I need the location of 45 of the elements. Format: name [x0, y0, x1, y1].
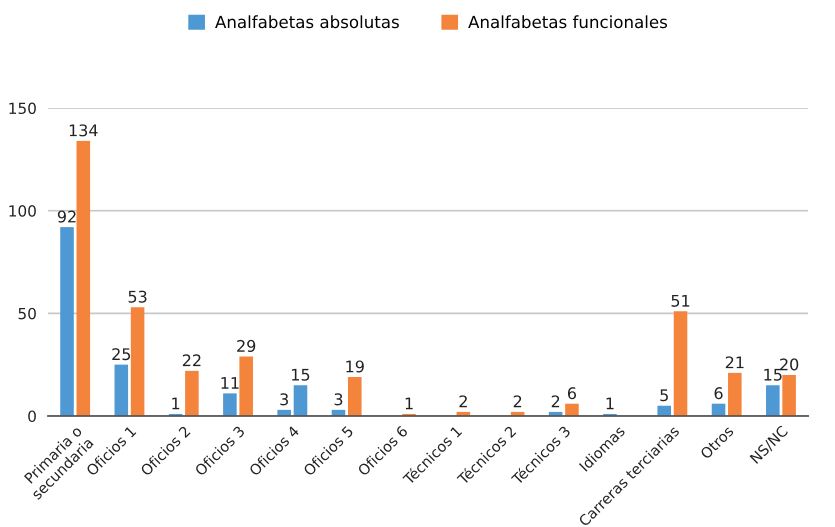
data-label: 2 [552, 395, 560, 408]
bar [657, 406, 672, 416]
data-label: 1 [406, 398, 413, 410]
data-label: 2 [459, 395, 467, 408]
data-label: 134 [70, 124, 98, 136]
data-label: 11 [221, 377, 239, 389]
y-tick-label: 100 [9, 205, 36, 217]
data-label: 3 [280, 393, 288, 406]
data-label: 15 [764, 368, 782, 381]
bar [712, 404, 726, 416]
data-label: 92 [58, 210, 76, 223]
legend-label: Analfabetas absolutas [215, 15, 399, 28]
bar [674, 311, 688, 416]
data-label: 15 [292, 368, 310, 381]
data-label: 19 [346, 360, 364, 373]
data-label: 29 [237, 340, 256, 352]
bar [76, 140, 90, 416]
bar [348, 377, 362, 416]
data-label: 2 [514, 395, 522, 408]
data-label: 6 [714, 387, 723, 400]
data-label: 5 [660, 389, 668, 402]
data-label: 25 [112, 348, 130, 360]
data-label: 21 [726, 356, 744, 368]
bar [223, 393, 237, 416]
data-label: 1 [172, 398, 180, 410]
y-tick-label: 0 [28, 410, 36, 422]
bar [239, 356, 253, 416]
bar [728, 372, 742, 416]
bar [565, 404, 579, 416]
legend-label: Analfabetas funcionales [468, 15, 668, 28]
data-label: 6 [568, 387, 576, 400]
bar [782, 374, 796, 416]
bar [185, 370, 199, 416]
y-tick-label: 150 [9, 102, 36, 114]
bar [60, 227, 74, 416]
bar [114, 364, 128, 416]
bar [766, 385, 780, 416]
data-label: 22 [182, 354, 200, 366]
bar [130, 307, 144, 416]
y-tick-label: 50 [18, 308, 36, 320]
data-label: 3 [334, 393, 342, 406]
data-label: 51 [672, 294, 690, 307]
data-label: 1 [606, 398, 614, 410]
data-label: 20 [780, 358, 798, 370]
data-label: 53 [128, 290, 146, 303]
